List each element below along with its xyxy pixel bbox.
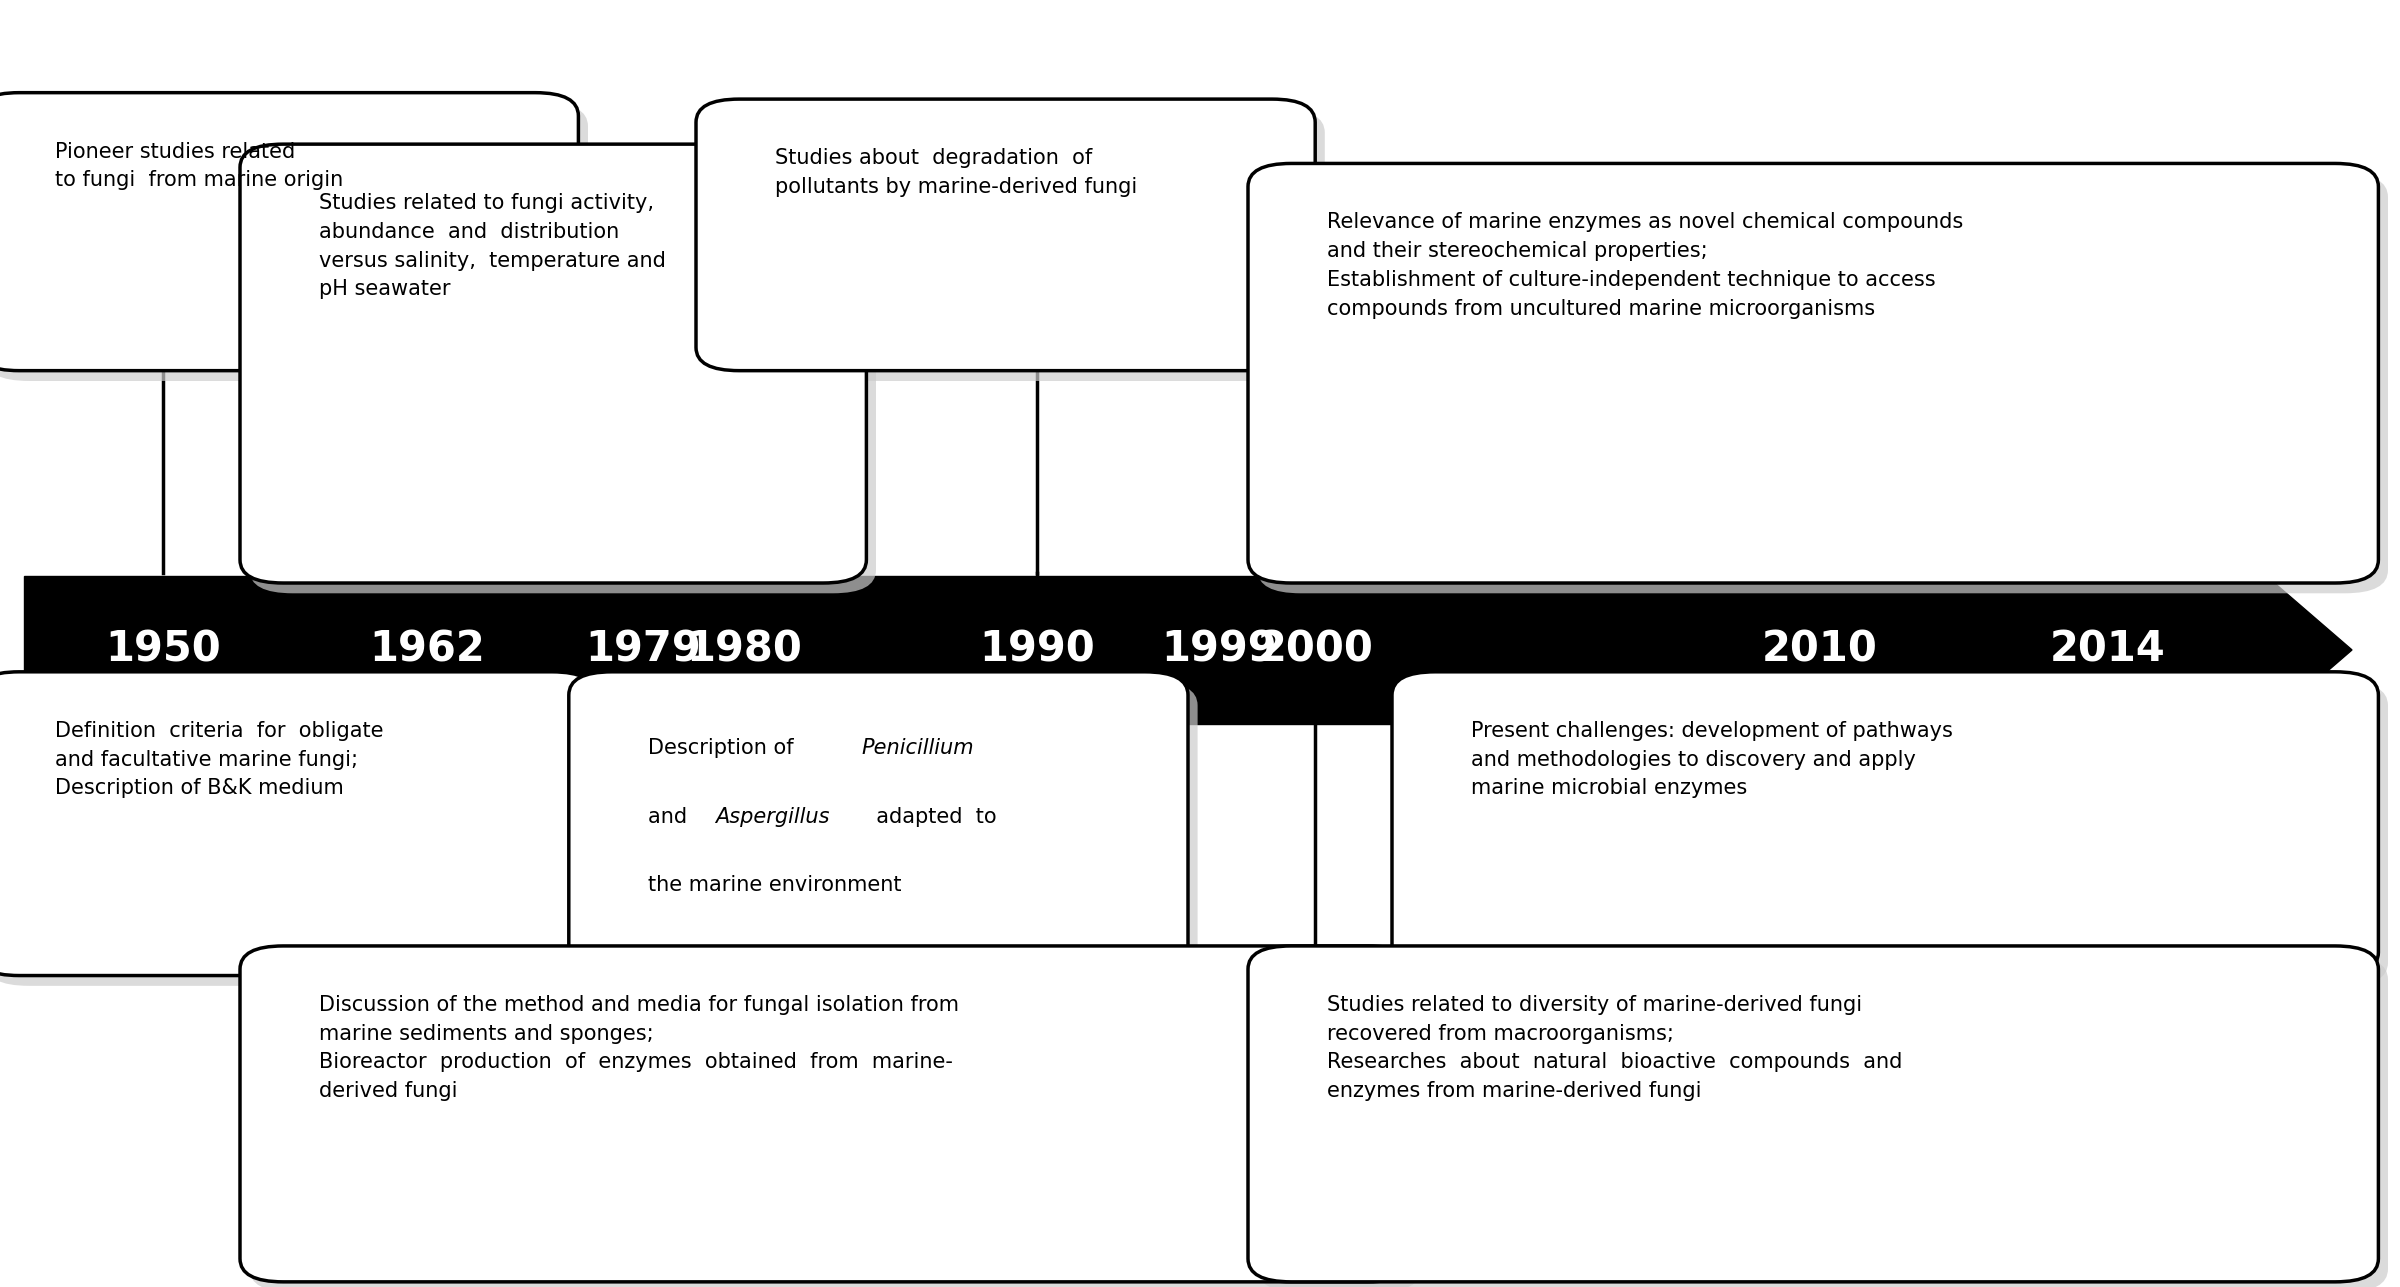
Text: Relevance of marine enzymes as novel chemical compounds
and their stereochemical: Relevance of marine enzymes as novel che… — [1327, 212, 1963, 319]
FancyBboxPatch shape — [1258, 174, 2388, 593]
FancyBboxPatch shape — [1248, 946, 2378, 1282]
FancyBboxPatch shape — [696, 99, 1315, 371]
Text: Studies about  degradation  of
pollutants by marine-derived fungi: Studies about degradation of pollutants … — [775, 148, 1138, 197]
Text: Studies related to diversity of marine-derived fungi
recovered from macroorganis: Studies related to diversity of marine-d… — [1327, 995, 1903, 1102]
Text: and: and — [648, 807, 701, 826]
FancyBboxPatch shape — [0, 93, 578, 371]
Text: Description of: Description of — [648, 739, 814, 758]
Text: 1999: 1999 — [1162, 629, 1277, 671]
Text: Pioneer studies related
to fungi  from marine origin: Pioneer studies related to fungi from ma… — [55, 142, 343, 190]
Text: 1962: 1962 — [370, 629, 485, 671]
FancyBboxPatch shape — [1392, 672, 2378, 976]
FancyBboxPatch shape — [578, 682, 1198, 986]
Text: adapted  to: adapted to — [864, 807, 996, 826]
Text: 1980: 1980 — [686, 629, 802, 671]
Text: Present challenges: development of pathways
and methodologies to discovery and a: Present challenges: development of pathw… — [1471, 721, 1954, 798]
FancyBboxPatch shape — [0, 682, 605, 986]
Text: 2010: 2010 — [1762, 629, 1877, 671]
FancyBboxPatch shape — [0, 672, 595, 976]
Text: 2014: 2014 — [2050, 629, 2165, 671]
FancyBboxPatch shape — [250, 154, 876, 593]
FancyBboxPatch shape — [706, 109, 1325, 381]
Text: Discussion of the method and media for fungal isolation from
marine sediments an: Discussion of the method and media for f… — [319, 995, 960, 1102]
FancyBboxPatch shape — [0, 103, 588, 381]
Text: 1950: 1950 — [106, 629, 221, 671]
Text: Penicillium: Penicillium — [862, 739, 974, 758]
Text: 2000: 2000 — [1258, 629, 1373, 671]
Bar — [24, 577, 2172, 723]
Text: Studies related to fungi activity,
abundance  and  distribution
versus salinity,: Studies related to fungi activity, abund… — [319, 193, 667, 300]
Polygon shape — [2172, 494, 2352, 806]
FancyBboxPatch shape — [1402, 682, 2388, 986]
FancyBboxPatch shape — [240, 144, 866, 583]
FancyBboxPatch shape — [1248, 163, 2378, 583]
FancyBboxPatch shape — [569, 672, 1188, 976]
FancyBboxPatch shape — [240, 946, 1411, 1282]
FancyBboxPatch shape — [1258, 956, 2388, 1287]
Text: 1990: 1990 — [979, 629, 1094, 671]
Text: Definition  criteria  for  obligate
and facultative marine fungi;
Description of: Definition criteria for obligate and fac… — [55, 721, 384, 798]
Text: Aspergillus: Aspergillus — [715, 807, 830, 826]
Text: 1979: 1979 — [586, 629, 701, 671]
FancyBboxPatch shape — [250, 956, 1421, 1287]
Text: the marine environment: the marine environment — [648, 875, 902, 896]
